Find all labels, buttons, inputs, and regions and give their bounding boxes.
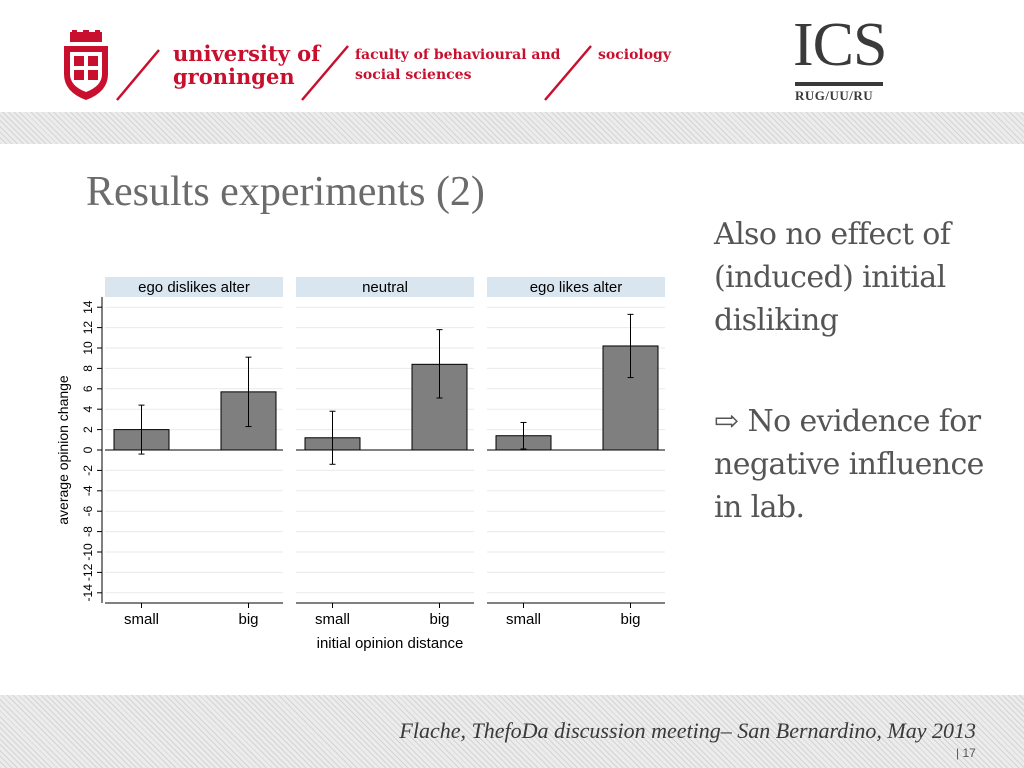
side-text-conclusion: ⇨ No evidence for negative influence in … [714, 400, 1004, 529]
x-tick-label: big [429, 611, 449, 628]
side-text-no-effect: Also no effect of (induced) initial disl… [714, 217, 951, 338]
panel-header [296, 277, 474, 297]
ics-logo-letters: ICS [793, 11, 887, 79]
slide-header: university of groningen faculty of behav… [0, 0, 1024, 112]
panel-header [105, 277, 283, 297]
y-tick-label: -12 [81, 563, 95, 581]
page-number: | 17 [956, 746, 976, 760]
ics-logo-bar [795, 82, 883, 86]
panel-title: ego dislikes alter [138, 279, 250, 296]
panel-header [487, 277, 665, 297]
divider-slash-icon [116, 49, 160, 101]
ics-logo-subtitle: RUG/UU/RU [795, 88, 874, 103]
panel-title: ego likes alter [530, 279, 623, 296]
x-tick-label: big [620, 611, 640, 628]
divider-slash-icon [301, 45, 349, 101]
faculty-name: faculty of behavioural and social scienc… [355, 47, 561, 83]
y-tick-label: 4 [81, 406, 95, 413]
footer-citation: Flache, ThefoDa discussion meeting– San … [399, 718, 976, 743]
x-axis-label: initial opinion distance [317, 635, 464, 652]
slide-title: Results experiments (2) [86, 169, 485, 215]
x-tick-label: small [506, 611, 541, 628]
y-tick-label: 2 [81, 426, 95, 433]
university-crest-icon [64, 30, 108, 100]
conclusion-text: No evidence for negative influence in la… [714, 404, 984, 525]
y-tick-label: 6 [81, 385, 95, 392]
y-tick-label: -8 [81, 526, 95, 537]
y-tick-label: -6 [81, 506, 95, 517]
ics-logo: ICS RUG/UU/RU [793, 11, 887, 103]
y-axis-label: average opinion change [55, 375, 71, 525]
y-tick-label: -4 [81, 485, 95, 496]
header-stripe [0, 112, 1024, 144]
x-tick-label: small [315, 611, 350, 628]
department-name: sociology [598, 47, 671, 63]
y-tick-label: -10 [81, 543, 95, 561]
arrow-right-icon: ⇨ [714, 404, 739, 439]
y-tick-label: -14 [81, 584, 95, 602]
bar-chart: -14 -12 -10 -8 -6 -4 -2 0 2 4 6 8 10 12 14 average opin… [55, 277, 665, 652]
y-tick-label: 10 [81, 341, 95, 355]
x-tick-label: small [124, 611, 159, 628]
y-tick-label: 8 [81, 365, 95, 372]
panel-title: neutral [362, 279, 408, 296]
footer-stripe [0, 695, 1024, 768]
y-tick-label: 0 [81, 446, 95, 453]
y-tick-label: 12 [81, 321, 95, 335]
x-tick-label: big [238, 611, 258, 628]
divider-slash-icon [544, 45, 592, 101]
university-name: university of groningen [173, 41, 321, 89]
y-tick-label: -2 [81, 465, 95, 476]
y-tick-label: 14 [81, 300, 95, 314]
